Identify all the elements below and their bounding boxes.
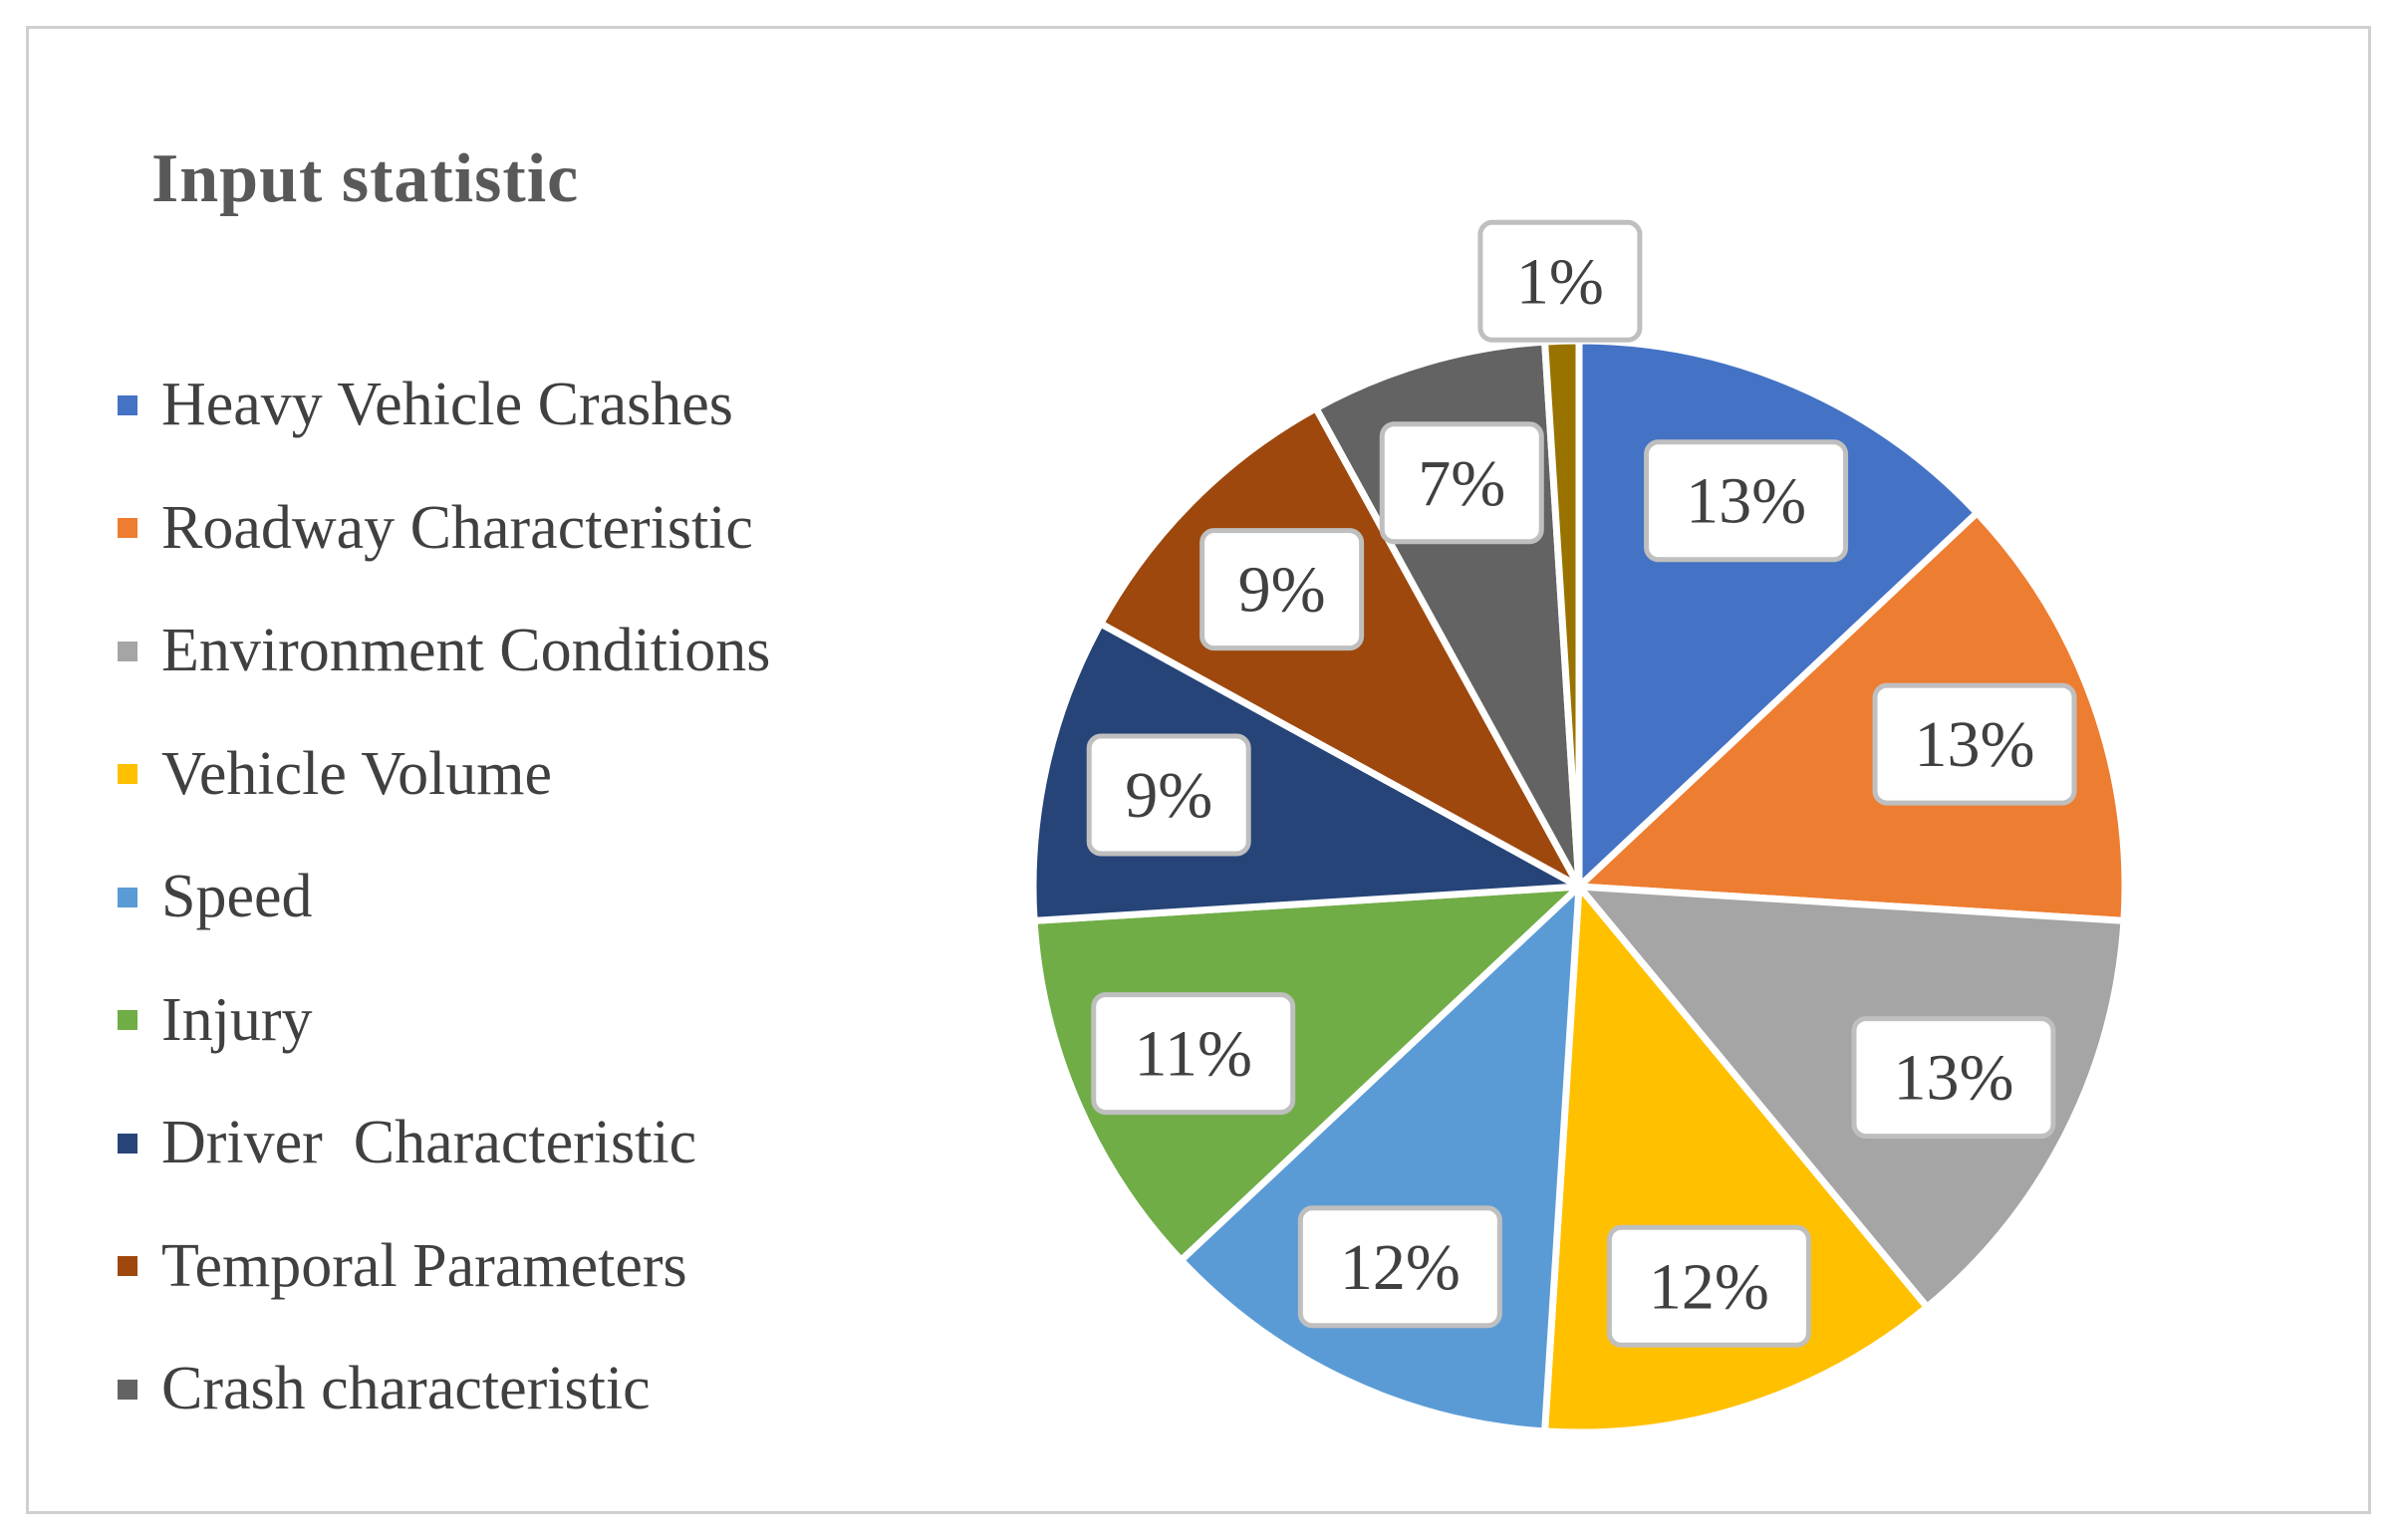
legend-label: Crash characteristic — [161, 1355, 651, 1423]
legend-label: Speed — [161, 863, 313, 931]
data-label: 9% — [1199, 528, 1365, 651]
data-label-box — [1872, 682, 2077, 806]
data-label-text: 9% — [1125, 759, 1212, 832]
legend-label: Environment Conditions — [161, 617, 771, 685]
pie-slice — [1575, 509, 2129, 924]
legend-item: Driver Characteristic — [118, 1082, 770, 1205]
data-label-box — [1379, 421, 1544, 545]
legend-item: Vehicle Volume — [118, 713, 770, 837]
data-label: 13% — [1851, 1016, 2056, 1140]
data-label: 12% — [1297, 1205, 1502, 1329]
data-label-text: 13% — [1686, 465, 1806, 538]
data-label-text: 9% — [1238, 554, 1326, 627]
data-label: 12% — [1606, 1224, 1811, 1348]
legend-swatch — [118, 641, 137, 661]
data-label-text: 13% — [1915, 708, 2035, 781]
data-label-text: 12% — [1649, 1250, 1769, 1323]
legend-item: Environment Conditions — [118, 590, 770, 713]
chart-title: Input statistic — [151, 140, 580, 217]
legend-item: Injury — [118, 959, 770, 1083]
data-label-box — [1644, 439, 1849, 563]
legend-swatch — [118, 1010, 137, 1031]
data-label: 13% — [1644, 439, 1849, 563]
data-label-text: 11% — [1134, 1018, 1252, 1091]
data-label-text: 12% — [1340, 1231, 1461, 1304]
data-label: 11% — [1091, 992, 1296, 1116]
legend-swatch — [118, 887, 137, 907]
pie-slices — [1029, 337, 2129, 1436]
data-label-box — [1086, 733, 1251, 857]
data-label-text: 1% — [1516, 245, 1604, 318]
data-label: 9% — [1086, 733, 1251, 857]
data-label-box — [1851, 1016, 2056, 1140]
legend: Heavy Vehicle Crashes Roadway Characteris… — [118, 344, 770, 1451]
data-label: 7% — [1379, 421, 1544, 545]
legend-item: Crash characteristic — [118, 1328, 770, 1451]
legend-swatch — [118, 764, 137, 785]
pie-data-labels: 13% 13% 13% 12% 12% 11% 9% 9% 7% 1% — [1086, 219, 2077, 1348]
legend-item: Heavy Vehicle Crashes — [118, 344, 770, 467]
legend-label: Temporal Parameters — [161, 1231, 687, 1300]
data-label-box — [1606, 1224, 1811, 1348]
legend-swatch — [118, 394, 137, 415]
data-label-box — [1297, 1205, 1502, 1329]
legend-swatch — [118, 1133, 137, 1154]
legend-label: Injury — [161, 985, 313, 1054]
legend-swatch — [118, 1379, 137, 1400]
data-label-text: 13% — [1893, 1042, 2013, 1115]
legend-label: Roadway Characteristic — [161, 493, 753, 562]
legend-swatch — [118, 518, 137, 539]
legend-swatch — [118, 1256, 137, 1277]
data-label-box — [1477, 219, 1643, 343]
data-label: 1% — [1477, 219, 1643, 343]
legend-label: Vehicle Volume — [161, 739, 553, 808]
legend-label: Driver Characteristic — [161, 1109, 697, 1177]
legend-label: Heavy Vehicle Crashes — [161, 371, 733, 439]
legend-item: Temporal Parameters — [118, 1205, 770, 1329]
data-label-box — [1199, 528, 1365, 651]
pie-slice — [1030, 883, 1583, 1264]
legend-item: Speed — [118, 836, 770, 959]
data-label-box — [1091, 992, 1296, 1116]
data-label-text: 7% — [1418, 447, 1505, 520]
legend-item: Roadway Characteristic — [118, 467, 770, 591]
data-label: 13% — [1872, 682, 2077, 806]
pie-slice — [1575, 883, 2128, 1311]
